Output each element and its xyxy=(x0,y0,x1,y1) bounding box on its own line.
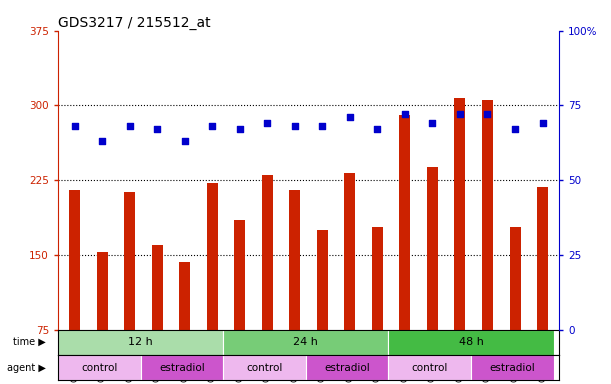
Bar xyxy=(455,98,466,329)
Bar xyxy=(345,173,356,329)
Bar xyxy=(141,355,223,380)
Point xyxy=(483,111,492,118)
Point xyxy=(373,126,382,132)
Bar xyxy=(289,190,300,329)
Bar xyxy=(471,355,554,380)
Point xyxy=(538,120,547,126)
Point xyxy=(400,111,410,118)
Bar xyxy=(58,355,141,380)
Bar xyxy=(97,252,108,329)
Bar xyxy=(510,227,521,329)
Text: control: control xyxy=(246,362,283,372)
Text: 12 h: 12 h xyxy=(128,337,153,347)
Text: estradiol: estradiol xyxy=(324,362,370,372)
Bar xyxy=(124,192,135,329)
Point xyxy=(428,120,437,126)
Bar xyxy=(389,355,471,380)
Bar xyxy=(223,355,306,380)
Bar xyxy=(306,355,389,380)
Bar xyxy=(152,245,163,329)
Bar xyxy=(179,262,190,329)
Point xyxy=(318,123,327,129)
Text: 48 h: 48 h xyxy=(458,337,483,347)
Point xyxy=(152,126,162,132)
Point xyxy=(290,123,299,129)
Text: estradiol: estradiol xyxy=(159,362,205,372)
Bar xyxy=(482,101,493,329)
Point xyxy=(180,138,189,144)
Bar xyxy=(537,187,548,329)
Point xyxy=(125,123,134,129)
Text: estradiol: estradiol xyxy=(489,362,535,372)
Bar xyxy=(262,175,273,329)
Point xyxy=(345,114,355,121)
Text: GDS3217 / 215512_at: GDS3217 / 215512_at xyxy=(58,16,211,30)
Bar xyxy=(317,230,328,329)
Bar xyxy=(223,329,389,355)
Bar xyxy=(207,183,218,329)
Bar xyxy=(234,220,245,329)
Point xyxy=(70,123,79,129)
Point xyxy=(207,123,217,129)
Text: agent ▶: agent ▶ xyxy=(7,362,46,372)
Bar xyxy=(69,190,80,329)
Point xyxy=(262,120,272,126)
Text: 24 h: 24 h xyxy=(293,337,318,347)
Point xyxy=(455,111,465,118)
Bar xyxy=(372,227,383,329)
Bar xyxy=(58,329,223,355)
Bar xyxy=(389,329,554,355)
Point xyxy=(235,126,244,132)
Text: control: control xyxy=(81,362,117,372)
Bar xyxy=(400,116,411,329)
Point xyxy=(510,126,520,132)
Text: control: control xyxy=(411,362,448,372)
Bar xyxy=(427,167,438,329)
Point xyxy=(97,138,107,144)
Text: time ▶: time ▶ xyxy=(13,337,46,347)
